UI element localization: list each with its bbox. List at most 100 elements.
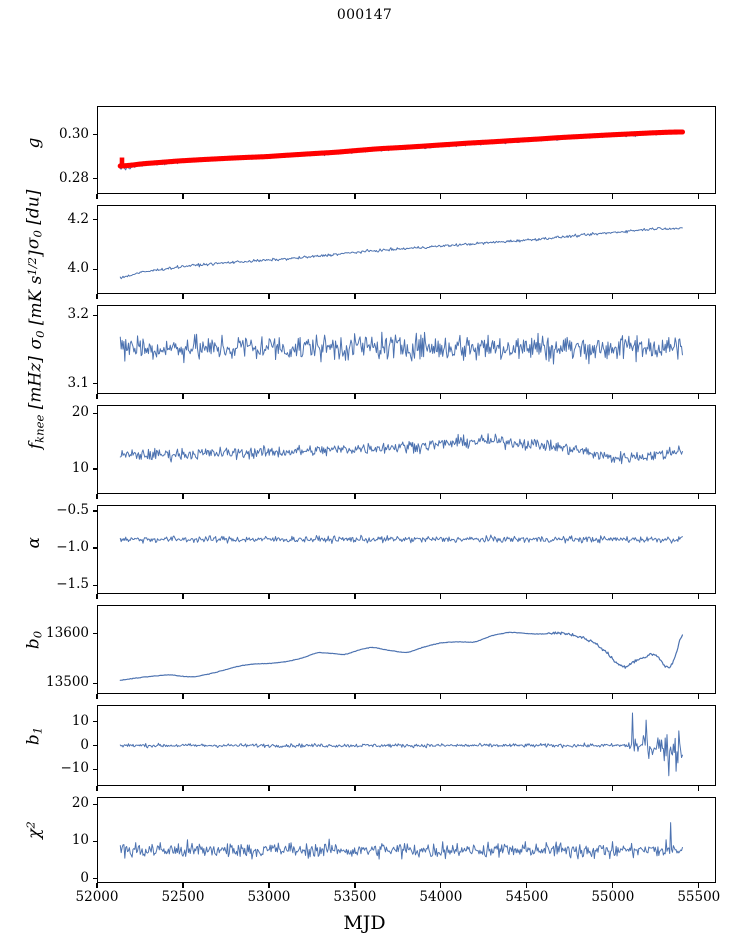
x-tickmark-p7-3 (354, 883, 356, 888)
x-tickmark-p4-0 (96, 594, 98, 599)
x-tickmark-p1-6 (612, 294, 614, 299)
x-tickmark-p0-6 (612, 194, 614, 199)
x-tickmark-p6-1 (182, 786, 184, 791)
x-tickmark-p4-5 (526, 594, 528, 599)
x-tickmark-p0-3 (354, 194, 356, 199)
x-tick-label-3: 53500 (333, 889, 377, 905)
x-tickmark-p7-7 (698, 883, 700, 888)
plot-panel-b1 (97, 705, 716, 786)
x-tickmark-p3-2 (268, 494, 270, 499)
y-axis-label-b0: b0 (23, 630, 45, 649)
x-tickmark-p7-6 (612, 883, 614, 888)
y-tick-label-chi2-1: 10 (71, 832, 89, 849)
x-tickmark-p1-1 (182, 294, 184, 299)
x-tickmark-p0-2 (268, 194, 270, 199)
y-tickmark-b1-0 (92, 768, 97, 770)
y-tick-label-fknee-1: 20 (71, 404, 89, 421)
x-tickmark-p3-6 (612, 494, 614, 499)
y-axis-label-chi2: χ2 (23, 821, 45, 839)
x-tickmark-p4-7 (698, 594, 700, 599)
y-axis-label-fknee: fknee [mHz] (25, 355, 47, 449)
x-tickmark-p5-3 (354, 694, 356, 699)
x-tick-label-0: 52000 (75, 889, 119, 905)
y-tickmark-b1-2 (92, 721, 97, 723)
y-tickmark-gain-1 (92, 134, 97, 136)
x-tickmark-p1-5 (526, 294, 528, 299)
x-tickmark-p1-7 (698, 294, 700, 299)
x-tickmark-p4-2 (268, 594, 270, 599)
y-tickmark-chi2-0 (92, 877, 97, 880)
x-tickmark-p2-5 (526, 394, 528, 399)
y-tickmark-fknee-0 (92, 468, 97, 470)
plot-panel-alpha (97, 505, 716, 594)
x-tickmark-p3-7 (698, 494, 700, 499)
series-line-sigma0-du-0 (119, 227, 683, 280)
plot-panel-chi2 (97, 797, 716, 883)
plot-panel-sigma0-du (97, 205, 716, 294)
y-tickmark-chi2-1 (92, 840, 97, 843)
y-tick-label-b1-0: −10 (60, 760, 90, 777)
series-line-chi2-0 (119, 822, 683, 860)
y-tickmark-b0-0 (92, 682, 97, 684)
x-tickmark-p5-0 (96, 694, 98, 699)
x-tickmark-p6-2 (268, 786, 270, 791)
x-tick-label-6: 55000 (591, 889, 635, 905)
x-tickmark-p2-6 (612, 394, 614, 399)
x-tickmark-p5-1 (182, 694, 184, 699)
x-tickmark-p2-2 (268, 394, 270, 399)
x-tickmark-p7-2 (268, 883, 270, 888)
y-tickmark-b0-1 (92, 633, 97, 635)
y-axis-label-alpha: α (24, 536, 44, 548)
y-tick-label-fknee-0: 10 (71, 459, 89, 476)
x-axis-label: MJD (343, 912, 386, 934)
x-tickmark-p6-7 (698, 786, 700, 791)
y-tickmark-b1-1 (92, 744, 97, 747)
plot-panel-gain (97, 106, 716, 194)
y-tick-label-gain-0: 0.28 (58, 169, 89, 186)
x-tickmark-p6-6 (612, 786, 614, 791)
y-tickmark-chi2-2 (92, 803, 97, 805)
x-tickmark-p6-4 (440, 786, 442, 791)
y-tickmark-sigma0-du-0 (92, 268, 97, 270)
plot-panel-b0 (97, 605, 716, 694)
series-line-sigma0-mk-0 (119, 331, 683, 365)
y-tick-label-b1-2: 10 (71, 712, 89, 729)
x-tickmark-p7-0 (96, 883, 98, 888)
y-tick-label-alpha-1: −1.0 (56, 539, 89, 556)
y-tick-label-chi2-0: 0 (80, 869, 89, 886)
x-tickmark-p5-4 (440, 694, 442, 699)
x-tickmark-p6-0 (96, 786, 98, 791)
x-tickmark-p1-3 (354, 294, 356, 299)
x-tickmark-p6-5 (526, 786, 528, 791)
y-tick-label-chi2-2: 20 (71, 795, 89, 812)
series-line-b0-0 (119, 631, 684, 681)
x-tickmark-p5-5 (526, 694, 528, 699)
x-tickmark-p1-2 (268, 294, 270, 299)
y-tickmark-sigma0-du-1 (92, 219, 97, 221)
x-tickmark-p2-0 (96, 394, 98, 399)
y-tick-label-sigma0-mk-0: 3.1 (67, 374, 89, 391)
x-tickmark-p2-4 (440, 394, 442, 399)
x-tickmark-p4-4 (440, 594, 442, 599)
x-tickmark-p0-1 (182, 194, 184, 199)
x-tickmark-p0-0 (96, 194, 98, 199)
x-tickmark-p2-7 (698, 394, 700, 399)
x-tickmark-p4-1 (182, 594, 184, 599)
y-tickmark-alpha-0 (92, 510, 97, 512)
x-tickmark-p5-2 (268, 694, 270, 699)
x-tickmark-p5-7 (698, 694, 700, 699)
y-tick-label-gain-1: 0.30 (58, 125, 89, 142)
x-tickmark-p2-1 (182, 394, 184, 399)
x-tickmark-p4-3 (354, 594, 356, 599)
x-tick-label-7: 55500 (677, 889, 721, 905)
series-line-b1-0 (119, 712, 683, 777)
y-tickmark-sigma0-mk-1 (92, 314, 97, 316)
plot-panel-sigma0-mk (97, 305, 716, 394)
x-tick-label-2: 53000 (247, 889, 291, 905)
y-tick-label-b0-1: 13600 (46, 624, 89, 641)
y-tick-label-sigma0-du-1: 4.2 (67, 210, 89, 227)
x-tickmark-p5-6 (612, 694, 614, 699)
x-tickmark-p3-3 (354, 494, 356, 499)
y-tickmark-alpha-1 (92, 547, 97, 549)
series-line-fknee-0 (119, 433, 683, 465)
